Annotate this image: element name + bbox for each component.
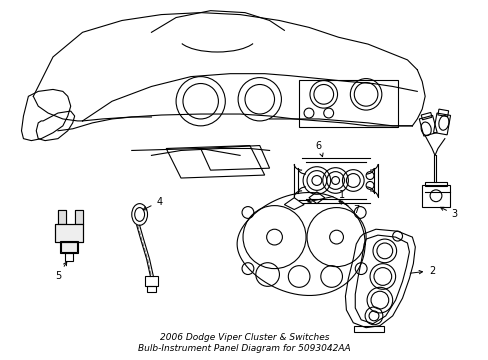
Bar: [418, 116, 436, 136]
Bar: [55, 224, 82, 242]
Bar: [61, 242, 77, 252]
Bar: [433, 113, 449, 135]
Bar: [58, 210, 66, 224]
Text: 2006 Dodge Viper Cluster & Switches
Bulb-Instrument Panel Diagram for 5093042AA: 2006 Dodge Viper Cluster & Switches Bulb…: [138, 333, 350, 353]
Bar: [60, 241, 78, 253]
Bar: [421, 185, 449, 207]
Text: 2: 2: [409, 266, 434, 276]
Bar: [353, 326, 383, 332]
Bar: [65, 253, 73, 261]
Bar: [424, 182, 446, 186]
Text: 4: 4: [143, 197, 162, 210]
Text: 5: 5: [55, 262, 66, 282]
Text: 1: 1: [307, 190, 344, 203]
Text: 3: 3: [440, 207, 457, 220]
Bar: [146, 286, 156, 292]
Bar: [437, 109, 447, 117]
Text: 6: 6: [315, 140, 323, 157]
Bar: [144, 276, 158, 286]
Bar: [75, 210, 82, 224]
Text: 7: 7: [338, 201, 359, 215]
Bar: [299, 80, 397, 127]
Bar: [420, 112, 431, 120]
Bar: [55, 224, 82, 242]
